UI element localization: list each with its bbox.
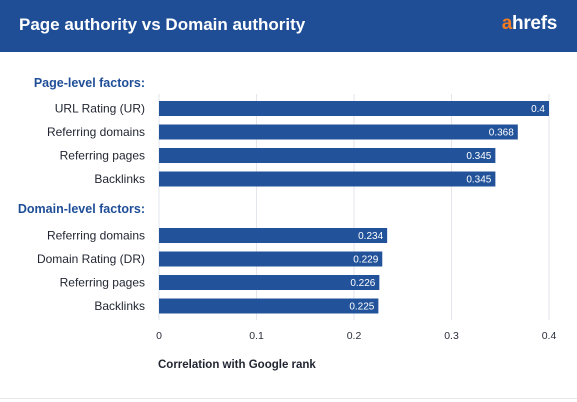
- bar: [159, 101, 549, 116]
- data-label: 0.229: [353, 255, 378, 266]
- bar: [159, 171, 496, 187]
- category-label: Referring domains: [47, 125, 145, 139]
- bottom-divider: [0, 398, 577, 399]
- data-label: 0.225: [349, 302, 374, 313]
- bar: [159, 148, 496, 163]
- category-label: URL Rating (UR): [55, 102, 145, 116]
- x-tick-label: 0: [156, 330, 162, 342]
- category-label: Referring domains: [47, 229, 145, 243]
- bar: [159, 251, 383, 267]
- data-label: 0.226: [350, 278, 375, 289]
- x-tick-label: 0.3: [444, 330, 459, 342]
- category-label: Referring pages: [60, 276, 145, 290]
- chart-header: Page authority vs Domain authority ahref…: [0, 0, 577, 52]
- bar: [159, 275, 380, 290]
- correlation-bar-chart: Page-level factors: URL Rating (UR) 0.4 Ref…: [18, 76, 557, 371]
- category-label: Backlinks: [94, 172, 145, 186]
- logo-rest: hrefs: [512, 13, 557, 34]
- page-title: Page authority vs Domain authority: [19, 15, 306, 34]
- data-label: 0.4: [531, 104, 545, 115]
- bar: [159, 124, 518, 140]
- group-title: Domain-level factors:: [18, 202, 145, 216]
- bar: [159, 298, 379, 314]
- group-title: Page-level factors:: [34, 76, 145, 90]
- x-axis-label: Correlation with Google rank: [158, 359, 316, 371]
- category-label: Referring pages: [60, 149, 145, 163]
- category-label: Domain Rating (DR): [37, 252, 145, 266]
- logo-accent-letter: a: [501, 13, 513, 34]
- data-label: 0.368: [489, 128, 514, 139]
- ahrefs-logo: ahrefs: [501, 13, 558, 35]
- bar: [159, 228, 388, 243]
- x-tick-label: 0.1: [249, 330, 264, 342]
- x-tick-label: 0.4: [542, 330, 557, 342]
- data-label: 0.234: [358, 231, 383, 242]
- data-label: 0.345: [466, 151, 491, 162]
- x-tick-label: 0.2: [347, 330, 362, 342]
- data-label: 0.345: [466, 175, 491, 186]
- category-label: Backlinks: [94, 299, 145, 313]
